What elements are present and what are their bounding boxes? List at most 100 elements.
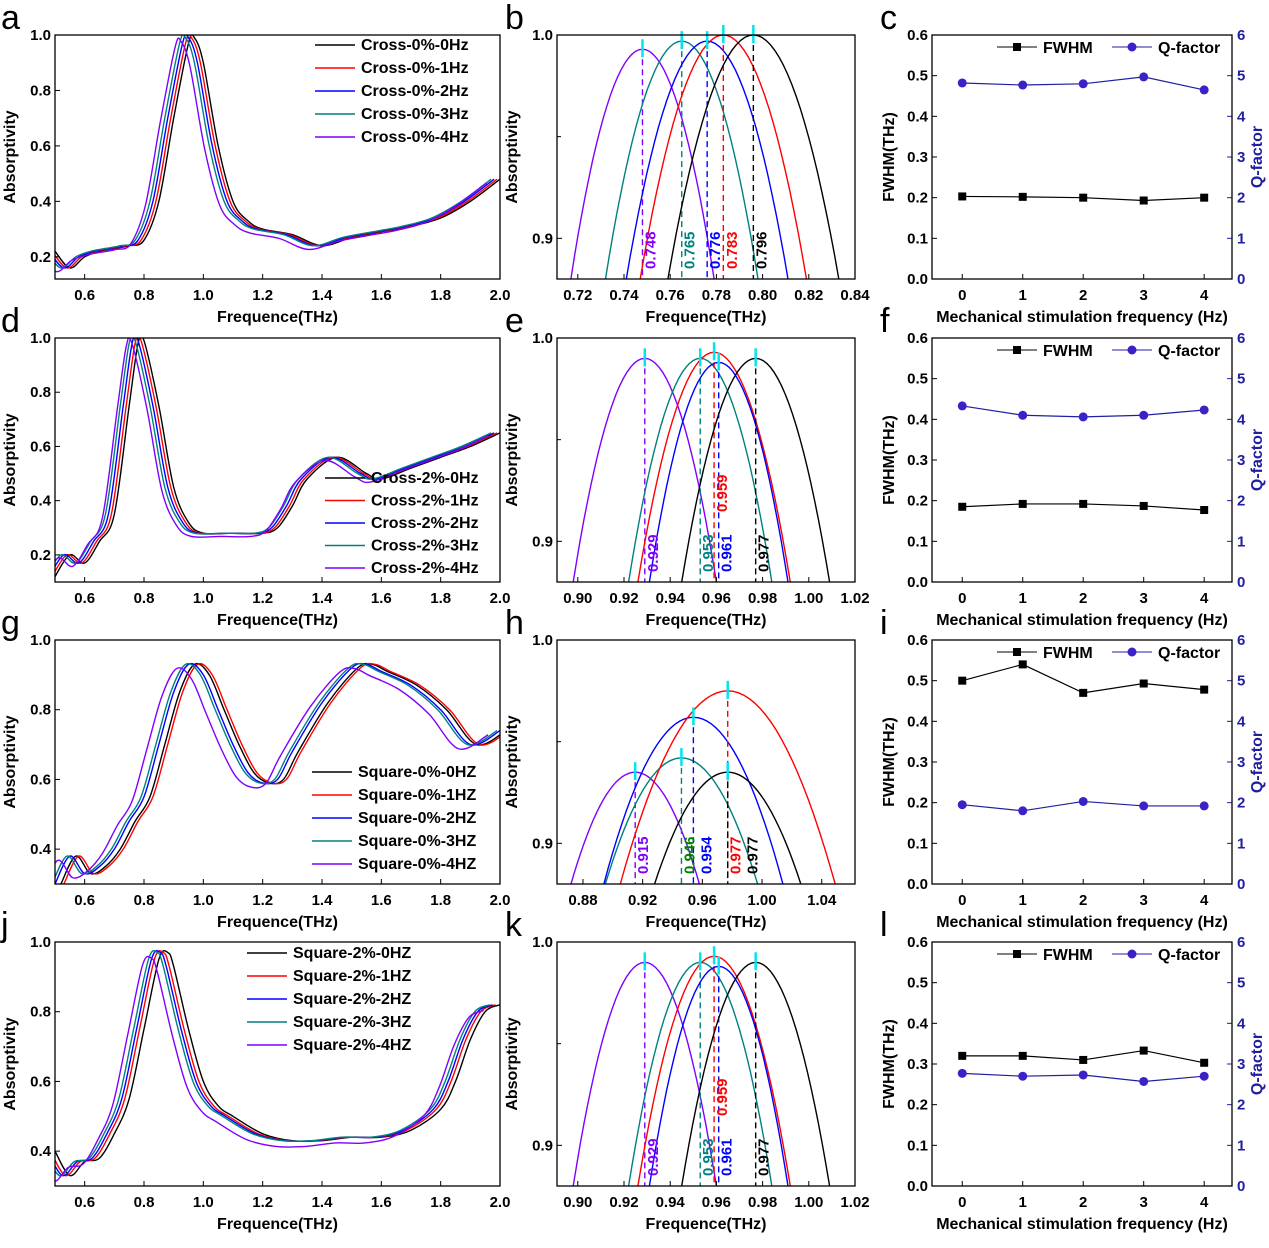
series-curve-3Hz [627,357,773,582]
y-tick-label: 1.0 [532,330,553,347]
axes-frame [931,34,1233,280]
axes-frame [54,34,501,280]
legend-marker-q [1127,345,1137,355]
plot-area [570,35,840,279]
x-tick-label: 0.8 [134,590,155,607]
y2-tick-label: 2 [1237,493,1245,510]
y2-tick-label: 0 [1237,574,1245,591]
x-tick-label: 0.8 [134,1194,155,1211]
x-tick-label: 0 [958,590,966,607]
y-tick-label: 0.3 [907,1056,928,1073]
peak-label: 0.977 [728,836,745,874]
y-tick-label: 0.9 [532,230,553,247]
y-axis-label: Absorptivity [2,110,19,203]
panel-letter: a [1,0,20,37]
x-tick-label: 1.02 [840,1194,869,1211]
peak-label: 0.961 [719,1138,736,1176]
legend-label: Square-2%-1HZ [293,968,411,985]
legend-label: Square-0%-0HZ [358,764,476,781]
panel-h: h 0.88 0.92 0.96 1.00 1.04 0.9 1.0 Frequence(THz… [504,604,856,931]
y-tick-label: 0.4 [907,713,929,730]
y-tick-label: 0.4 [30,1143,52,1160]
y2-tick-label: 6 [1237,27,1245,44]
y-axis-label: Absorptivity [2,1017,19,1110]
x-axis-label: Frequence(THz) [646,914,767,931]
x-axis-label: Frequence(THz) [646,1216,767,1233]
peak-label: 0.748 [642,231,659,269]
y2-tick-label: 6 [1237,934,1245,951]
legend-label: Square-2%-2HZ [293,991,411,1008]
x-tick-label: 0.96 [702,1194,731,1211]
y-tick-label: 0.6 [907,330,928,347]
series-line-2Hz [55,950,493,1177]
series-curve-1Hz [637,955,791,1186]
axes-frame [931,941,1233,1187]
legend-label: Cross-2%-0Hz [371,470,479,487]
peak-label: 0.953 [700,1138,717,1176]
series-line-1Hz [55,950,496,1177]
x-axis-label: Mechanical stimulation frequency (Hz) [936,1216,1228,1233]
peak-label: 0.953 [700,534,717,572]
peak-label: 0.959 [714,474,731,512]
y-tick-label: 0.2 [907,493,928,510]
y-axis-label: Absorptivity [2,715,19,808]
fwhm-point [1139,679,1148,688]
y2-tick-label: 6 [1237,330,1245,347]
q-factor-point [1139,410,1149,420]
y-axis-label: Absorptivity [504,110,521,203]
x-tick-label: 1 [1019,287,1027,304]
panel-letter: f [880,302,890,340]
series-curve-1Hz [619,690,836,884]
legend-label: Cross-0%-2Hz [361,83,469,100]
y2-tick-label: 2 [1237,1097,1245,1114]
series-curve-2Hz [625,40,789,279]
legend-label: Q-factor [1158,40,1220,57]
y-tick-label: 0.6 [30,438,51,455]
x-axis-label: Mechanical stimulation frequency (Hz) [936,309,1228,326]
x-tick-label: 1.2 [252,590,273,607]
x-tick-label: 0.6 [74,590,95,607]
panel-d: d 0.6 0.8 1.0 1.2 1.4 1.6 1.8 2.0 0.2 0.4 0.6 0.8 1.0… [1,302,510,629]
x-tick-label: 0.72 [563,287,592,304]
y-tick-label: 1.0 [30,934,51,951]
q-factor-point [1199,85,1209,95]
x-axis-label: Mechanical stimulation frequency (Hz) [936,612,1228,629]
q-factor-point [1199,405,1209,415]
legend-label: Square-0%-1HZ [358,787,476,804]
x-tick-label: 0.78 [702,287,731,304]
panel-letter: i [880,604,888,642]
y-tick-label: 1.0 [30,27,51,44]
axes-frame [556,639,856,885]
x-axis-label: Frequence(THz) [217,309,338,326]
x-tick-label: 2.0 [490,1194,511,1211]
y-tick-label: 0.8 [30,702,51,719]
legend-label: Cross-2%-3Hz [371,538,479,555]
y-tick-label: 0.0 [907,1178,928,1195]
legend-label: Square-0%-4HZ [358,856,476,873]
legend-marker-fwhm [1013,950,1021,958]
y-tick-label: 0.5 [907,975,928,992]
x-tick-label: 2.0 [490,590,511,607]
y2-tick-label: 5 [1237,371,1245,388]
legend-marker-q [1127,949,1137,959]
y-tick-label: 0.1 [907,1137,928,1154]
y2-tick-label: 2 [1237,795,1245,812]
fwhm-point [1200,1058,1209,1067]
y-tick-label: 0.9 [532,533,553,550]
y2-tick-label: 4 [1237,713,1246,730]
x-tick-label: 1.04 [807,892,837,909]
axes-frame [931,639,1233,885]
x-tick-label: 1.0 [193,1194,214,1211]
x-tick-label: 3 [1140,892,1148,909]
legend-label: Q-factor [1158,645,1220,662]
y2-axis-label: Q-factor [1249,731,1266,793]
y2-tick-label: 3 [1237,149,1245,166]
panel-i: i 0 1 2 3 4 0.0 0.1 0.2 0.3 0.4 0.5 0.6 Mechanical st… [880,604,1266,931]
legend-label: FWHM [1043,645,1093,662]
legend-label: Square-2%-0HZ [293,945,411,962]
legend-label: Square-2%-3HZ [293,1014,411,1031]
y-tick-label: 0.6 [907,934,928,951]
x-tick-label: 0 [958,892,966,909]
x-tick-label: 0.90 [563,590,592,607]
panel-c: c 0 1 2 3 4 0.0 0.1 0.2 0.3 0.4 0.5 0.6 Mechanical st… [880,0,1266,326]
